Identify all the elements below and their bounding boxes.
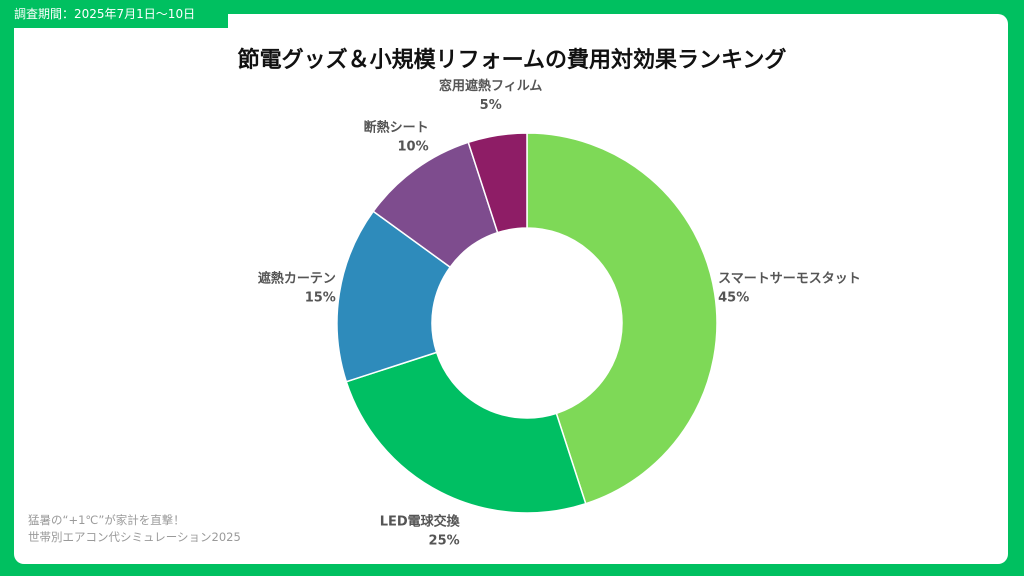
value-label-led-bulb: 25% xyxy=(429,534,460,549)
footer-line-2: 世帯別エアコン代シミュレーション2025 xyxy=(28,530,241,544)
value-label-smart-thermostat: 45% xyxy=(718,291,749,306)
value-label-heat-curtain: 15% xyxy=(305,291,336,306)
donut-slices xyxy=(336,132,718,514)
value-label-window-film: 5% xyxy=(480,98,502,113)
survey-period-label: 調査期間：2025年7月1日〜10日 xyxy=(0,0,228,28)
slice-led-bulb xyxy=(345,351,587,514)
label-led-bulb: LED電球交換 xyxy=(380,514,461,530)
donut-labels: スマートサーモスタット 45% LED電球交換 25% 遮熱カーテン 15% 断熱シート 10… xyxy=(258,78,861,549)
label-heat-curtain: 遮熱カーテン xyxy=(258,271,336,287)
label-smart-thermostat: スマートサーモスタット xyxy=(718,272,861,287)
footer-caption: 猛暑の“+1℃”が家計を直撃！ 世帯別エアコン代シミュレーション2025 xyxy=(28,512,241,546)
label-window-film: 窓用遮熱フィルム xyxy=(439,78,542,94)
value-label-insulation-sheet: 10% xyxy=(398,139,429,154)
label-insulation-sheet: 断熱シート xyxy=(364,119,429,135)
slice-window-film xyxy=(467,132,528,234)
footer-line-1: 猛暑の“+1℃”が家計を直撃！ xyxy=(28,513,185,527)
slice-smart-thermostat xyxy=(526,132,718,505)
chart-title: 節電グッズ＆小規模リフォームの費用対効果ランキング xyxy=(237,48,787,73)
